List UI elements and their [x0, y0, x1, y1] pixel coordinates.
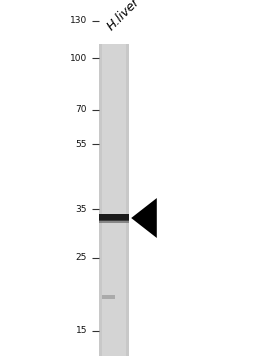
- Bar: [99, 44, 129, 356]
- Text: 25: 25: [76, 253, 87, 262]
- Bar: [102, 295, 115, 299]
- Text: 70: 70: [76, 105, 87, 114]
- Text: 130: 130: [70, 16, 87, 25]
- Text: H.liver: H.liver: [105, 0, 143, 33]
- Bar: [99, 220, 129, 223]
- Text: 35: 35: [76, 205, 87, 214]
- Bar: [99, 215, 129, 221]
- Polygon shape: [131, 198, 157, 238]
- Text: 55: 55: [76, 140, 87, 149]
- Bar: [102, 44, 126, 356]
- Text: 15: 15: [76, 326, 87, 335]
- Text: 100: 100: [70, 54, 87, 63]
